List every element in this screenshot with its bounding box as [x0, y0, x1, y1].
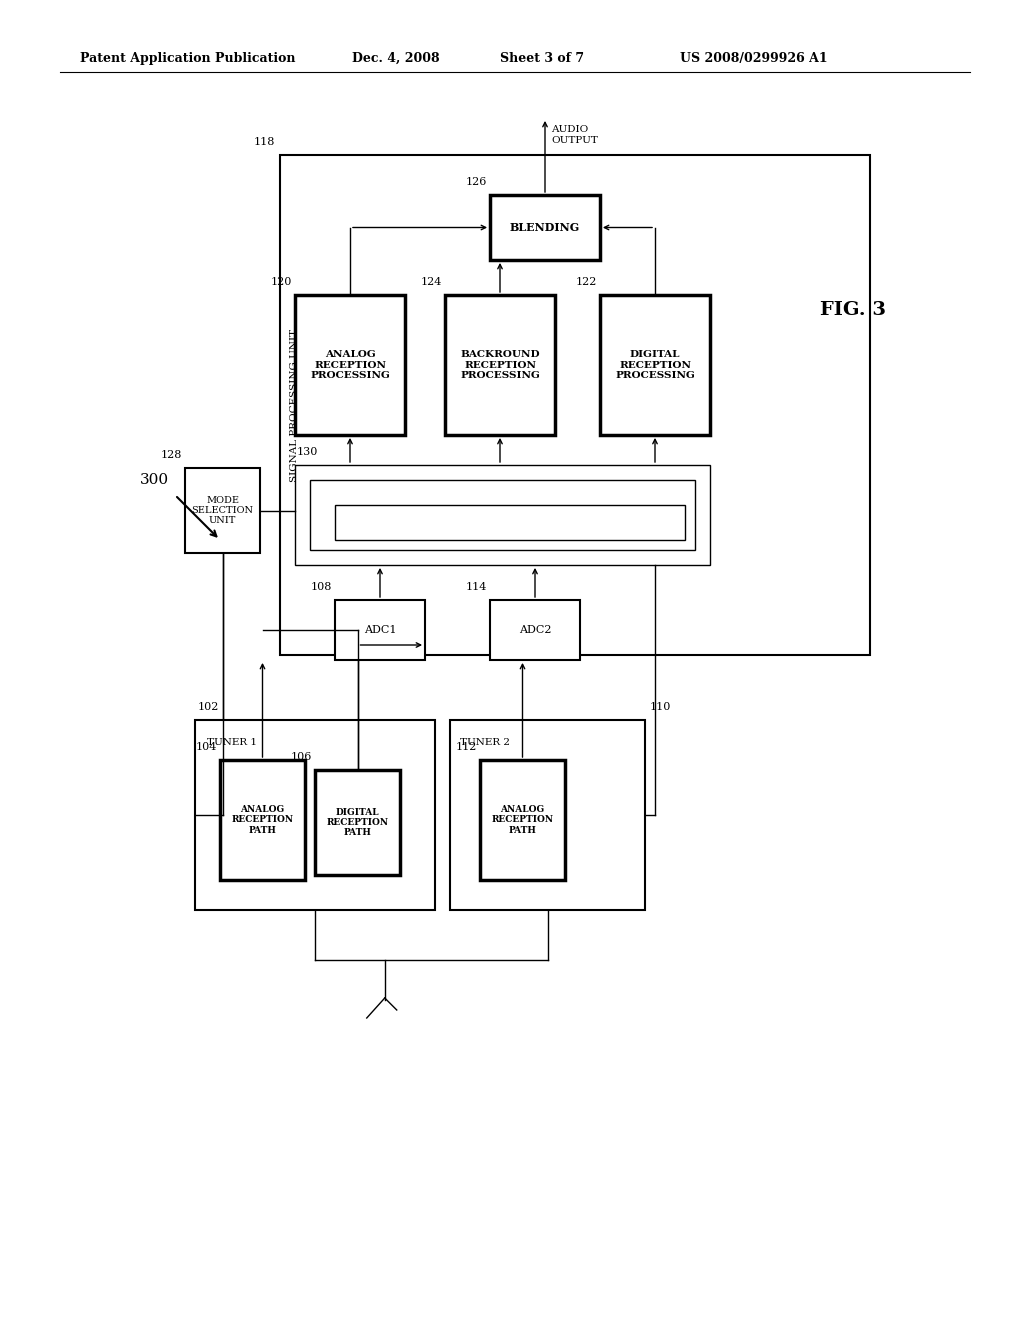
Bar	[450, 719, 645, 909]
Text: 126: 126	[466, 177, 487, 187]
Text: FIG. 3: FIG. 3	[820, 301, 886, 319]
Text: DIGITAL
RECEPTION
PATH: DIGITAL RECEPTION PATH	[327, 808, 388, 837]
Text: DIGITAL
RECEPTION
PROCESSING: DIGITAL RECEPTION PROCESSING	[615, 350, 695, 380]
Text: ANALOG
RECEPTION
PATH: ANALOG RECEPTION PATH	[231, 805, 294, 836]
Bar	[490, 195, 600, 260]
Text: SIGNAL PROCESSING UNIT: SIGNAL PROCESSING UNIT	[290, 329, 299, 482]
Text: ANALOG
RECEPTION
PATH: ANALOG RECEPTION PATH	[492, 805, 554, 836]
Bar	[445, 294, 555, 436]
Text: 108: 108	[310, 582, 332, 591]
Text: 102: 102	[198, 702, 219, 711]
Text: 112: 112	[456, 742, 477, 752]
Bar	[295, 465, 710, 565]
Text: 104: 104	[196, 742, 217, 752]
Text: AUDIO
OUTPUT: AUDIO OUTPUT	[551, 125, 598, 145]
Bar	[310, 480, 695, 550]
Text: Sheet 3 of 7: Sheet 3 of 7	[500, 51, 584, 65]
Bar	[490, 601, 580, 660]
Text: ADC1: ADC1	[364, 624, 396, 635]
Text: 300: 300	[140, 473, 169, 487]
Bar	[295, 294, 406, 436]
Bar	[335, 601, 425, 660]
Text: 114: 114	[466, 582, 487, 591]
Text: 118: 118	[254, 137, 275, 147]
Text: ANALOG
RECEPTION
PROCESSING: ANALOG RECEPTION PROCESSING	[310, 350, 390, 380]
Text: 122: 122	[575, 277, 597, 286]
Bar	[185, 469, 260, 553]
Bar	[480, 760, 565, 880]
Text: 128: 128	[161, 450, 182, 459]
Text: Dec. 4, 2008: Dec. 4, 2008	[352, 51, 439, 65]
Text: TUNER 1: TUNER 1	[207, 738, 257, 747]
Text: TUNER 2: TUNER 2	[460, 738, 510, 747]
Text: 124: 124	[421, 277, 442, 286]
Text: BACKROUND
RECEPTION
PROCESSING: BACKROUND RECEPTION PROCESSING	[460, 350, 540, 380]
Text: 106: 106	[291, 752, 312, 762]
Text: MODE
SELECTION
UNIT: MODE SELECTION UNIT	[191, 495, 254, 525]
Text: Patent Application Publication: Patent Application Publication	[80, 51, 296, 65]
Bar	[600, 294, 710, 436]
Bar	[220, 760, 305, 880]
Text: 120: 120	[270, 277, 292, 286]
Text: ADC2: ADC2	[519, 624, 551, 635]
Text: 130: 130	[297, 447, 318, 457]
Text: US 2008/0299926 A1: US 2008/0299926 A1	[680, 51, 827, 65]
Bar	[280, 154, 870, 655]
Bar	[315, 770, 400, 875]
Bar	[195, 719, 435, 909]
Text: 110: 110	[650, 702, 672, 711]
Text: BLENDING: BLENDING	[510, 222, 581, 234]
Bar	[335, 506, 685, 540]
